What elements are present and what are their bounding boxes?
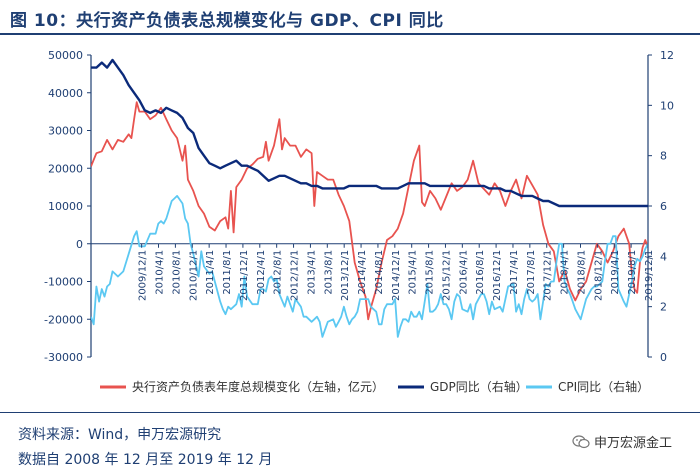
- left-tick-label: -10000: [44, 276, 83, 289]
- x-tick-label: 2011/12/1: [239, 250, 250, 301]
- x-tick-label: 2010/8/1: [171, 250, 182, 295]
- legend-layer: 央行资产负债表年度总规模变化（左轴，亿元） GDP同比（右轴） CPI同比（右轴）: [100, 379, 649, 394]
- right-tick-label: 6: [660, 200, 667, 213]
- x-tick-label: 2018/12/1: [593, 250, 604, 301]
- x-tick-label: 2019/8/1: [627, 250, 638, 295]
- legend-label: GDP同比（右轴）: [430, 379, 528, 394]
- x-tick-label: 2012/12/1: [290, 250, 301, 301]
- right-tick-label: 12: [660, 49, 674, 62]
- right-tick-label: 4: [660, 250, 667, 263]
- x-tick-label: 2014/12/1: [391, 250, 402, 301]
- x-tick-label: 2011/4/1: [205, 250, 216, 295]
- x-tick-label: 2016/8/1: [475, 250, 486, 295]
- left-tick-label: -20000: [44, 313, 83, 326]
- x-tick-label: 2012/4/1: [256, 250, 267, 295]
- x-tick-label: 2018/8/1: [576, 250, 587, 295]
- x-tick-label: 2014/4/1: [357, 250, 368, 295]
- x-tick-label: 2017/8/1: [526, 250, 537, 295]
- series-line-3: [91, 195, 648, 338]
- brand-mark: 申万宏源金工: [572, 432, 672, 451]
- x-tick-label: 2012/8/1: [273, 250, 284, 295]
- series-line-2: [91, 58, 648, 208]
- footer-divider: [0, 412, 700, 413]
- left-tick-label: 10000: [48, 200, 83, 213]
- x-tick-label: 2010/4/1: [155, 250, 166, 295]
- legend-label: CPI同比（右轴）: [558, 379, 649, 394]
- x-tick-label: 2018/4/1: [560, 250, 571, 295]
- series-line-1: [91, 101, 648, 321]
- left-tick-label: -30000: [44, 351, 83, 364]
- right-tick-label: 8: [660, 150, 667, 163]
- left-tick-label: 0: [76, 238, 83, 251]
- right-tick-label: 0: [660, 351, 667, 364]
- x-tick-label: 2014/8/1: [374, 250, 385, 295]
- x-tick-label: 2010/12/1: [188, 250, 199, 301]
- x-tick-label: 2017/12/1: [543, 250, 554, 301]
- x-tick-label: 2016/4/1: [458, 250, 469, 295]
- right-tick-label: 10: [660, 99, 674, 112]
- legend-label: 央行资产负债表年度总规模变化（左轴，亿元）: [132, 379, 384, 394]
- x-tick-label: 2015/8/1: [425, 250, 436, 295]
- x-tick-label: 2015/12/1: [441, 250, 452, 301]
- x-tick-label: 2016/12/1: [492, 250, 503, 301]
- x-tick-label: 2013/4/1: [306, 250, 317, 295]
- left-tick-label: 20000: [48, 162, 83, 175]
- x-tick-label: 2013/8/1: [323, 250, 334, 295]
- title-divider: [0, 33, 700, 35]
- left-tick-label: 40000: [48, 87, 83, 100]
- chart-area: 50000 40000 30000 20000 10000 0 -10000 -20000 -3…: [44, 49, 674, 394]
- left-tick-label: 30000: [48, 125, 83, 138]
- left-tick-label: 50000: [48, 49, 83, 62]
- x-tick-label: 2009/12/1: [138, 250, 149, 301]
- x-tick-label: 2019/4/1: [610, 250, 621, 295]
- source-note: 资料来源：Wind，申万宏源研究: [18, 427, 222, 443]
- x-tick-label: 2019/12/1: [644, 250, 655, 301]
- x-tick-label: 2017/4/1: [509, 250, 520, 295]
- x-tick-label: 2011/8/1: [222, 250, 233, 295]
- date-range-note: 数据自 2008 年 12 月至 2019 年 12 月: [18, 452, 273, 468]
- series-layer: [91, 58, 648, 338]
- tick-layer: 2009/12/1 2010/4/1 2010/8/1 2010/12/1 2011/4…: [138, 243, 655, 301]
- axis-layer: 50000 40000 30000 20000 10000 0 -10000 -20000 -3…: [44, 49, 674, 364]
- right-tick-label: 2: [660, 301, 667, 314]
- chart-title: 图 10：央行资产负债表总规模变化与 GDP、CPI 同比: [10, 11, 444, 31]
- wechat-icon: [572, 434, 590, 448]
- x-tick-label: 2013/12/1: [340, 250, 351, 301]
- brand-name: 申万宏源金工: [593, 436, 672, 451]
- x-tick-label: 2015/4/1: [408, 250, 419, 295]
